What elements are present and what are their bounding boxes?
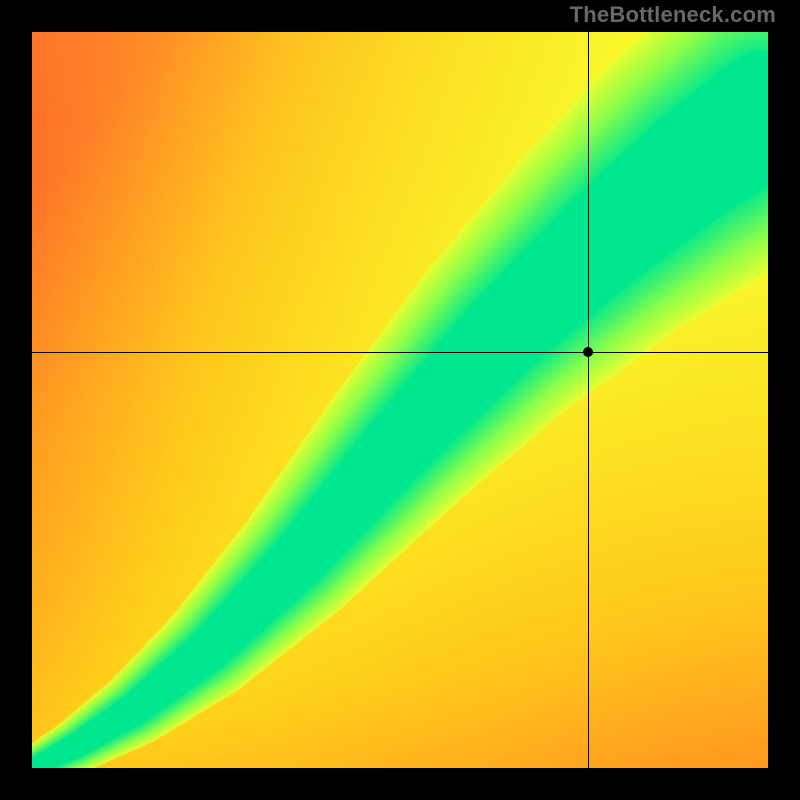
crosshair-vertical [588,32,589,768]
crosshair-horizontal [32,352,768,353]
heatmap-canvas [32,32,768,768]
figure-frame: TheBottleneck.com [0,0,800,800]
heatmap-plot [32,32,768,768]
marker-dot [583,347,593,357]
watermark-text: TheBottleneck.com [570,2,776,28]
